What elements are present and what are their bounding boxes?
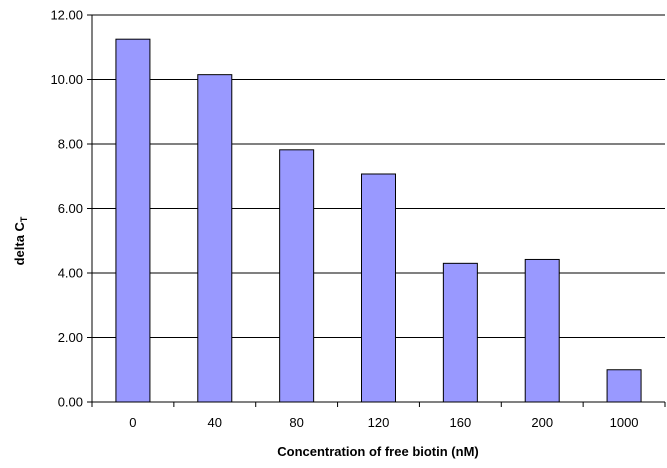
y-tick-labels: 0.00 2.00 4.00 6.00 8.00 10.00 12.00 (50, 8, 83, 410)
bar (606, 369, 642, 403)
y-axis-title: delta CT (12, 216, 29, 265)
x-tick-label: 200 (531, 415, 553, 430)
bars (115, 38, 642, 403)
bar (524, 258, 560, 403)
y-axis-title-main: delta C (12, 221, 27, 265)
bar (115, 38, 151, 403)
x-tick-label: 0 (129, 415, 136, 430)
bar (442, 262, 478, 403)
y-tick-label: 8.00 (58, 137, 83, 152)
x-axis-title: Concentration of free biotin (nM) (277, 444, 478, 459)
x-tick-label: 40 (208, 415, 222, 430)
y-tick-label: 6.00 (58, 201, 83, 216)
y-tick-label: 12.00 (50, 8, 83, 23)
axes (91, 15, 665, 403)
y-tick-label: 0.00 (58, 395, 83, 410)
x-tick-label: 120 (368, 415, 390, 430)
bar (361, 173, 396, 403)
x-tick-label: 80 (289, 415, 303, 430)
x-tick-labels: 0 40 80 120 160 200 1000 (91, 402, 666, 430)
bar (279, 149, 315, 403)
bar (197, 74, 233, 403)
x-tick-label: 160 (450, 415, 472, 430)
y-tick-label: 10.00 (50, 72, 83, 87)
x-tick-label: 1000 (610, 415, 639, 430)
y-tick-label: 4.00 (58, 266, 83, 281)
y-axis-title-subscript: T (19, 216, 29, 222)
y-tick-label: 2.00 (58, 330, 83, 345)
